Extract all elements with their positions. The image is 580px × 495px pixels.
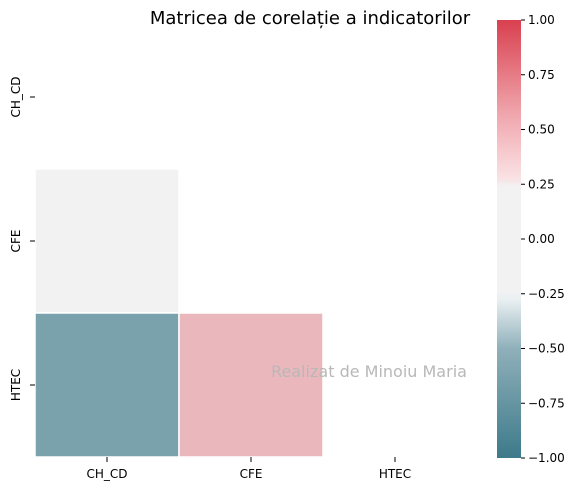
y-tick-label: HTEC bbox=[9, 369, 23, 401]
colorbar-tick-label: 0.00 bbox=[528, 232, 555, 246]
x-axis: CH_CD CFE HTEC bbox=[86, 457, 411, 481]
colorbar-tick-label: 0.25 bbox=[528, 177, 555, 191]
colorbar-tick-label: 0.75 bbox=[528, 68, 555, 82]
y-tick-label: CFE bbox=[9, 230, 23, 253]
x-tick-label: HTEC bbox=[379, 467, 411, 481]
heatmap-cells bbox=[34, 168, 324, 458]
heatmap-cell-htec-ch_cd bbox=[34, 312, 180, 458]
colorbar-tick-label: −0.25 bbox=[528, 287, 565, 301]
colorbar-tick-label: 1.00 bbox=[528, 13, 555, 27]
colorbar-tick-label: −0.50 bbox=[528, 342, 565, 356]
colorbar-tick-label: −0.75 bbox=[528, 396, 565, 410]
x-tick-label: CFE bbox=[240, 467, 263, 481]
colorbar-gradient bbox=[497, 20, 521, 458]
y-axis: CH_CD CFE HTEC bbox=[9, 76, 35, 401]
chart-title: Matricea de corelație a indicatorilor bbox=[150, 8, 471, 29]
heatmap-cell-cfe-ch_cd bbox=[34, 168, 180, 314]
x-tick-label: CH_CD bbox=[86, 467, 127, 481]
heatmap-cell-htec-cfe bbox=[178, 312, 324, 458]
watermark: Realizat de Minoiu Maria bbox=[271, 362, 467, 381]
y-tick-label: CH_CD bbox=[9, 76, 23, 117]
colorbar-tick-label: 0.50 bbox=[528, 123, 555, 137]
colorbar: 1.00 0.75 0.50 0.25 0.00 −0.25 −0.50 −0.75 −1.00 bbox=[497, 13, 565, 465]
colorbar-tick-label: −1.00 bbox=[528, 451, 565, 465]
